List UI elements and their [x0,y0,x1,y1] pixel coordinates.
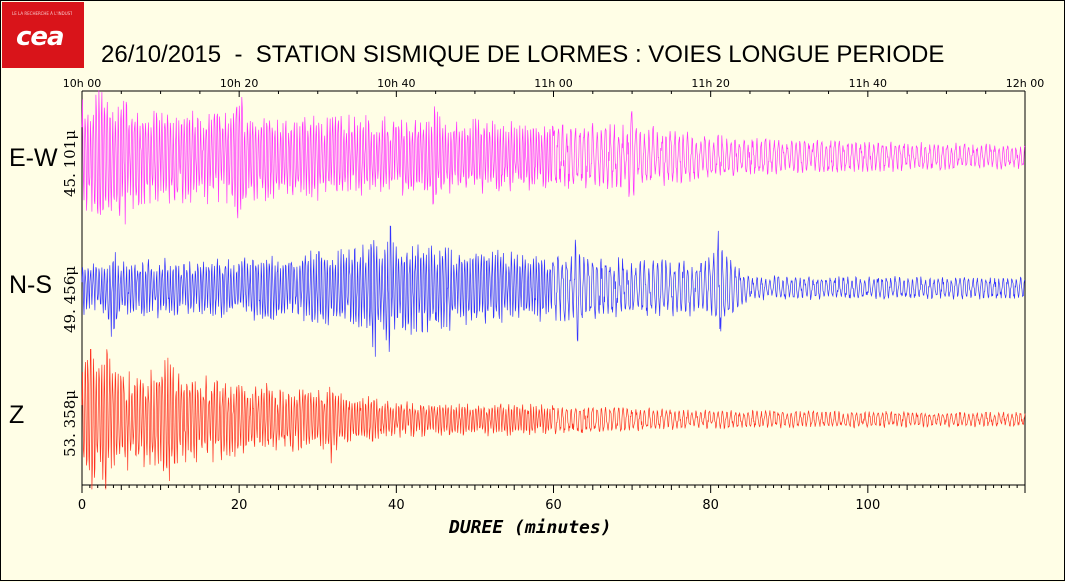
x-tick-label: 0 [78,498,86,513]
trace-label-z: Z [9,401,25,429]
top-tick-label: 10h 00 [63,77,101,90]
cea-logo: LE LA RECHERCHE À L'INDUSTRIE cea [2,2,84,68]
scale-label-z: 53. 358μ [61,389,79,457]
scale-label-ns: 49. 456μ [61,265,79,333]
top-tick-label: 12h 00 [1006,77,1044,90]
top-tick-label: 10h 20 [220,77,258,90]
logo-mark: cea [16,22,65,52]
trace-label-ew: E-W [9,144,58,172]
top-tick-label: 10h 40 [377,77,415,90]
x-tick-label: 60 [545,498,562,513]
series-line-ns [81,225,1026,357]
series-line-ew [81,90,1026,225]
logo-tagline: LE LA RECHERCHE À L'INDUSTRIE [12,11,72,16]
series-line-z [81,348,1026,490]
x-tick-label: 80 [702,498,719,513]
x-tick-label: 20 [231,498,248,513]
x-tick-label: 100 [855,498,880,513]
top-tick-label: 11h 00 [534,77,572,90]
top-tick-label: 11h 20 [691,77,729,90]
trace-label-ns: N-S [9,271,53,299]
scale-label-ew: 45. 101μ [61,129,79,197]
chart-title: 26/10/2015 - STATION SISMIQUE DE LORMES … [101,41,945,68]
x-axis-label: DUREE (minutes) [449,517,612,538]
top-tick-label: 11h 40 [849,77,887,90]
x-tick-label: 40 [388,498,405,513]
